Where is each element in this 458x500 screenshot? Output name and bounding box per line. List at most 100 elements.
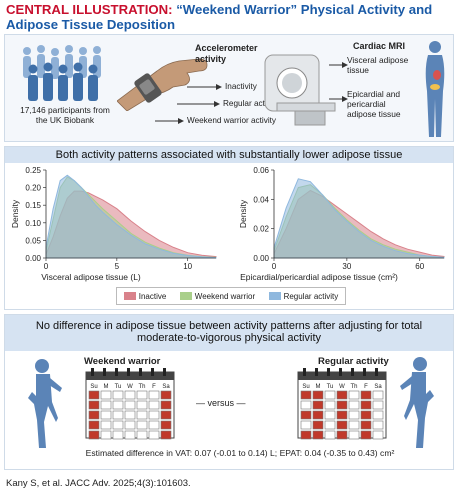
calendar-day bbox=[100, 420, 112, 430]
calendar-day bbox=[336, 400, 348, 410]
versus-label: — versus — bbox=[196, 398, 246, 408]
calendar-ring bbox=[339, 368, 342, 376]
calendar-day bbox=[300, 390, 312, 400]
study-design-panel: 17,146 participants from the UK Biobank … bbox=[4, 34, 454, 142]
x-tick-label: 60 bbox=[415, 262, 424, 271]
calendar-day bbox=[100, 410, 112, 420]
day-label: W bbox=[339, 384, 345, 390]
calendar-day bbox=[136, 420, 148, 430]
calendar-day bbox=[348, 420, 360, 430]
density-charts: 0.00 0.05 0.10 0.15 0.20 0.25 0 5 10 Visceral adi… bbox=[10, 166, 445, 282]
calendar-day bbox=[88, 400, 100, 410]
calendar-day bbox=[124, 410, 136, 420]
calendar-day bbox=[336, 410, 348, 420]
runner-left-icon bbox=[28, 359, 62, 448]
calendar-day bbox=[124, 420, 136, 430]
calendar-day bbox=[148, 430, 160, 440]
calendar-day bbox=[300, 430, 312, 440]
calendar-day bbox=[312, 430, 324, 440]
arrows bbox=[155, 84, 222, 124]
calendar-day bbox=[136, 430, 148, 440]
legend-swatch bbox=[123, 292, 136, 301]
wrist-accelerometer-icon bbox=[117, 58, 208, 111]
page-title: CENTRAL ILLUSTRATION: “Weekend Warrior” … bbox=[6, 2, 452, 32]
calendar-day bbox=[112, 390, 124, 400]
weekend-warrior-label: Weekend warrior bbox=[84, 356, 161, 367]
calendar-ring bbox=[115, 368, 118, 376]
calendar-day bbox=[348, 430, 360, 440]
y-axis-label: Density bbox=[10, 199, 20, 228]
calendar-day bbox=[88, 390, 100, 400]
calendar-day bbox=[372, 410, 384, 420]
human-body-icon bbox=[425, 41, 445, 137]
calendar-day bbox=[160, 410, 172, 420]
calendar-day bbox=[124, 390, 136, 400]
calendar-day bbox=[136, 410, 148, 420]
calendar-ring bbox=[303, 368, 306, 376]
y-tick-label: 0.05 bbox=[25, 236, 41, 245]
chart-legend: Inactive Weekend warrior Regular activit… bbox=[116, 287, 346, 305]
calendar-day bbox=[312, 420, 324, 430]
calendar-day bbox=[136, 400, 148, 410]
calendar-day bbox=[88, 410, 100, 420]
calendar-day bbox=[360, 410, 372, 420]
day-label: Tu bbox=[115, 384, 122, 390]
calendar-ring bbox=[163, 368, 166, 376]
day-label: Th bbox=[350, 384, 357, 390]
calendar-ring bbox=[151, 368, 154, 376]
calendar-day bbox=[300, 400, 312, 410]
x-tick-label: 10 bbox=[183, 262, 192, 271]
legend-label: Regular activity bbox=[283, 291, 339, 301]
calendar-day bbox=[148, 390, 160, 400]
calendar-day bbox=[324, 390, 336, 400]
y-tick-label: 0.04 bbox=[253, 195, 269, 204]
runner-right-icon bbox=[400, 357, 434, 448]
calendar-day bbox=[148, 410, 160, 420]
calendar-day bbox=[360, 430, 372, 440]
calendar-ring bbox=[327, 368, 330, 376]
density-series-2 bbox=[45, 174, 217, 259]
title-text: “Weekend Warrior” Physical Activity and … bbox=[6, 2, 433, 32]
density-panel-header: Both activity patterns associated with s… bbox=[5, 147, 453, 163]
calendar-day bbox=[100, 400, 112, 410]
arrows bbox=[329, 62, 348, 102]
y-tick-label: 0.00 bbox=[25, 254, 41, 263]
activity-inactivity: Inactivity bbox=[225, 82, 257, 91]
calendar-day bbox=[372, 390, 384, 400]
calendar-day bbox=[112, 400, 124, 410]
calendar-day bbox=[160, 420, 172, 430]
calendar-day bbox=[300, 420, 312, 430]
calendar-day bbox=[100, 390, 112, 400]
day-label: W bbox=[127, 384, 133, 390]
calendar-day bbox=[336, 430, 348, 440]
day-label: M bbox=[316, 384, 321, 390]
calendar-day bbox=[324, 400, 336, 410]
calendar-weekend-warrior: Su M Tu W Th F Sa bbox=[85, 368, 175, 440]
participants-label: 17,146 participants from the UK Biobank bbox=[20, 105, 110, 125]
x-axis-label: Visceral adipose tissue (L) bbox=[41, 272, 141, 282]
day-label: Tu bbox=[327, 384, 334, 390]
day-label: Sa bbox=[162, 384, 170, 390]
calendar-day bbox=[372, 400, 384, 410]
calendar-ring bbox=[315, 368, 318, 376]
calendar-day bbox=[160, 390, 172, 400]
calendar-ring bbox=[139, 368, 142, 376]
legend-item-inactive: Inactive bbox=[123, 292, 166, 301]
day-label: F bbox=[364, 384, 368, 390]
y-tick-label: 0.10 bbox=[25, 219, 41, 228]
day-label: F bbox=[152, 384, 156, 390]
y-tick-label: 0.00 bbox=[253, 254, 269, 263]
y-tick-label: 0.25 bbox=[25, 166, 41, 175]
crowd-icon bbox=[23, 45, 101, 101]
calendar-ring bbox=[351, 368, 354, 376]
calendar-ring bbox=[363, 368, 366, 376]
citation: Kany S, et al. JACC Adv. 2025;4(3):10160… bbox=[6, 478, 191, 489]
mri-scanner-icon bbox=[264, 54, 336, 126]
legend-swatch bbox=[179, 292, 192, 301]
x-tick-label: 0 bbox=[44, 262, 49, 271]
adjusted-panel-header: No difference in adipose tissue between … bbox=[5, 315, 453, 351]
calendar-day bbox=[136, 390, 148, 400]
day-label: Sa bbox=[374, 384, 382, 390]
activity-regular: Regular activity bbox=[223, 99, 279, 108]
legend-label: Weekend warrior bbox=[194, 291, 256, 301]
